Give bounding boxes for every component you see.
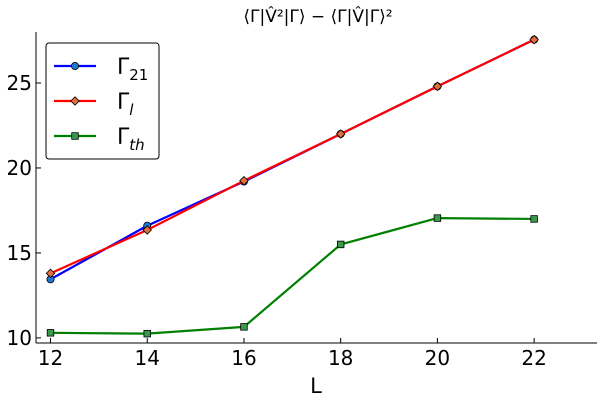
legend-box [45,42,160,160]
legend-marker-1 [70,96,80,106]
data-point-1-1 [142,225,152,235]
data-point-2-4 [433,214,442,222]
x-axis-label: L [310,374,322,398]
x-tick-label: 12 [38,346,63,370]
legend-label-0: Γ21 [117,55,148,84]
data-point-2-5 [530,215,538,223]
plot-area: 12 14 16 18 20 22 10 15 20 25 [7,32,597,370]
y-tick-label: 20 [7,156,32,180]
data-point-2-3 [336,240,345,249]
data-point-1-3 [335,129,346,139]
legend-marker-2 [71,132,79,140]
data-point-2-2 [240,323,248,331]
series-line-2 [50,216,535,335]
chart-title: ⟨Γ|V̂²|Γ⟩ − ⟨Γ|V̂|Γ⟩² [243,6,392,27]
data-point-1-5 [529,34,539,45]
y-tick-label: 25 [7,71,32,95]
x-tick-label: 20 [425,346,450,370]
x-tick-label: 22 [521,346,546,370]
x-tick-label: 16 [231,346,256,370]
y-tick-label: 15 [7,241,32,265]
legend-marker-0 [71,62,80,71]
legend-label-2: Γth [117,125,145,154]
series-line-1 [50,38,535,275]
data-point-2-0 [46,329,55,337]
legend-label-1: Γl [117,90,134,119]
data-point-1-4 [432,81,443,92]
data-point-1-0 [45,268,56,279]
x-tick-label: 18 [328,346,353,370]
data-point-2-1 [143,329,151,338]
x-tick-label: 14 [135,346,160,370]
legend: Γ21 Γl Γth [45,42,160,160]
data-point-1-2 [239,175,249,186]
y-tick-label: 10 [7,326,32,350]
